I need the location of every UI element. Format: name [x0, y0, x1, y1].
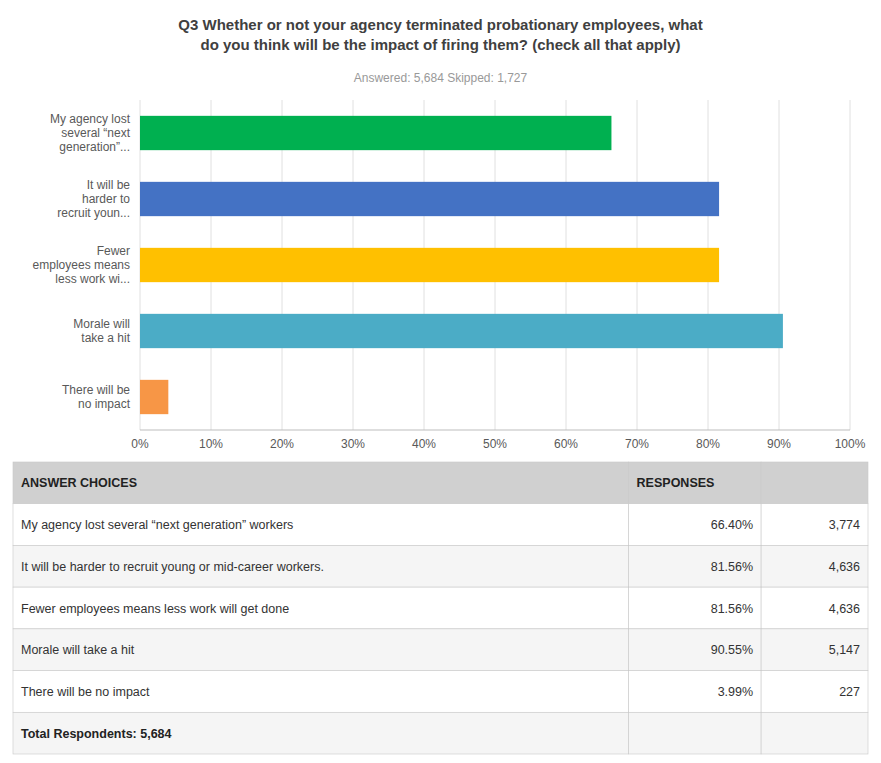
bars — [140, 116, 783, 414]
text-line: several “next — [61, 126, 130, 140]
table-cell — [13, 504, 629, 546]
text-line: Fewer — [97, 244, 130, 258]
table-header-text: RESPONSES — [637, 476, 715, 490]
chart-svg: Q3 Whether or not your agency terminated… — [0, 0, 881, 763]
table-cell-text: 4,636 — [829, 602, 860, 616]
y-tick-label: Feweremployees meansless work wi... — [33, 244, 130, 286]
table-header-cell — [761, 462, 868, 504]
x-tick-label: 20% — [270, 437, 294, 451]
table-cell — [629, 504, 762, 546]
background — [0, 0, 881, 763]
grid — [140, 100, 850, 430]
table-cell — [761, 629, 868, 671]
table-cell-text: 81.56% — [711, 602, 753, 616]
table-cell-text: 4,636 — [829, 560, 860, 574]
x-tick-label: 30% — [341, 437, 365, 451]
y-tick-label: There will beno impact — [62, 383, 131, 411]
x-tick-label: 80% — [696, 437, 720, 451]
table-cell-text: There will be no impact — [21, 685, 150, 699]
table-header-text: ANSWER CHOICES — [21, 476, 137, 490]
table-cell — [13, 712, 629, 754]
x-tick-label: 50% — [483, 437, 507, 451]
table: ANSWER CHOICES RESPONSES My agency lost se… — [13, 462, 868, 754]
bar — [140, 182, 719, 216]
text-line: Morale will — [73, 317, 130, 331]
y-tick-label: It will beharder torecruit youn... — [57, 178, 130, 220]
text-line: take a hit — [81, 331, 130, 345]
table-cell — [761, 504, 868, 546]
text-line: recruit youn... — [57, 206, 130, 220]
x-axis-line — [140, 430, 850, 431]
x-tick-label: 60% — [554, 437, 578, 451]
chart-subtitle: Answered: 5,684 Skipped: 1,727 — [354, 71, 528, 85]
chart-root: Q3 Whether or not your agency terminated… — [0, 0, 881, 763]
table-cell-text: 3,774 — [829, 518, 860, 532]
x-tick-label: 10% — [199, 437, 223, 451]
text-line: There will be — [62, 383, 130, 397]
x-tick-label: 40% — [412, 437, 436, 451]
table-cell-text: 81.56% — [711, 560, 753, 574]
table-cell-text: Total Respondents: 5,684 — [21, 727, 172, 741]
chart-title: Q3 Whether or not your agency terminated… — [178, 16, 702, 53]
grid-line — [779, 100, 780, 430]
bar — [140, 380, 168, 414]
table-cell-text: 90.55% — [711, 643, 753, 657]
x-axis: 0% 10% 20% 30% 40% 50% 60% 70% 80% 90% 100% — [131, 430, 865, 451]
text-line: employees means — [33, 258, 130, 272]
table-cell — [13, 671, 629, 713]
text-line: Q3 Whether or not your agency terminated… — [178, 16, 702, 33]
table-cell-text: My agency lost several “next generation”… — [21, 518, 293, 532]
y-axis: My agency lostseveral “nextgeneration”..… — [33, 112, 131, 411]
table-cell — [761, 671, 868, 713]
table-cell — [629, 587, 762, 629]
text-line: My agency lost — [50, 112, 131, 126]
table-header-cell — [13, 462, 629, 504]
table-cell-text: 5,147 — [829, 643, 860, 657]
text-line: generation”... — [59, 140, 130, 154]
text-line: It will be — [87, 178, 131, 192]
table-cell — [629, 545, 762, 587]
table-cell — [13, 629, 629, 671]
x-tick-label: 100% — [835, 437, 866, 451]
table-cell — [629, 671, 762, 713]
table-header-cell — [629, 462, 762, 504]
table-cell — [629, 629, 762, 671]
y-tick-label: My agency lostseveral “nextgeneration”..… — [50, 112, 131, 154]
text-line: harder to — [82, 192, 130, 206]
y-tick-label: Morale willtake a hit — [73, 317, 130, 345]
table-cell — [629, 712, 762, 754]
table-cell-text: 227 — [839, 685, 860, 699]
grid-line — [850, 100, 851, 430]
text-line: no impact — [78, 397, 131, 411]
table-cell — [761, 587, 868, 629]
table-cell — [13, 545, 629, 587]
table-cell-text: Morale will take a hit — [21, 643, 135, 657]
table-cell-text: It will be harder to recruit young or mi… — [21, 560, 324, 574]
x-tick-label: 70% — [625, 437, 649, 451]
table-cell — [761, 712, 868, 754]
table-cell-text: 3.99% — [718, 685, 753, 699]
table-cell — [761, 545, 868, 587]
table-cell-text: 66.40% — [711, 518, 753, 532]
bar — [140, 314, 783, 348]
table-cell-text: Fewer employees means less work will get… — [21, 602, 289, 616]
bar — [140, 116, 611, 150]
x-tick-label: 0% — [131, 437, 149, 451]
text-line: less work wi... — [55, 272, 130, 286]
text-line: do you think will be the impact of firin… — [200, 36, 680, 53]
table-cell — [13, 587, 629, 629]
x-tick-label: 90% — [767, 437, 791, 451]
bar — [140, 248, 719, 282]
